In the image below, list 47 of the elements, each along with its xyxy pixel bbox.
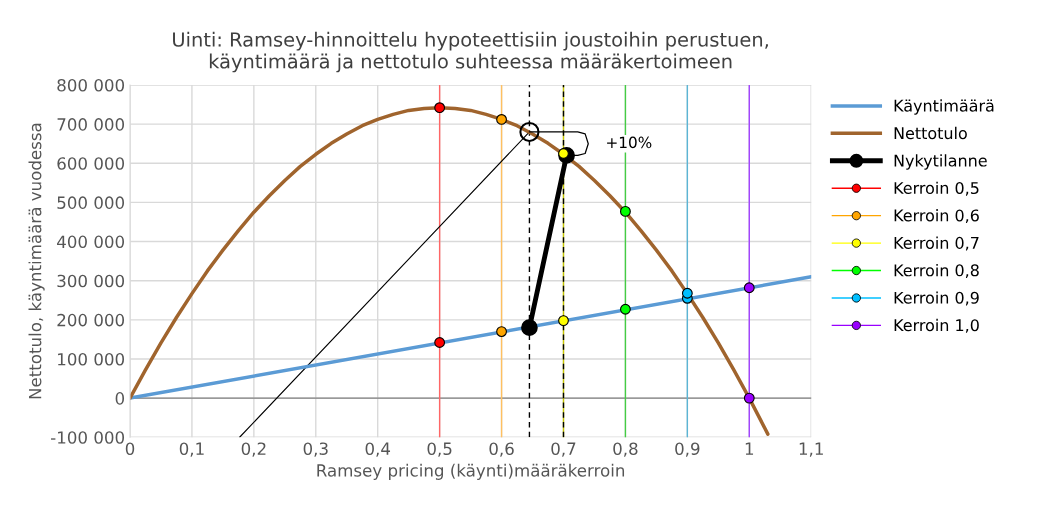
legend-label: Kerroin 0,5 [894, 181, 979, 196]
legend-label: Nykytilanne [894, 154, 987, 170]
point [620, 303, 631, 315]
legend-label: Kerroin 0,8 [894, 263, 979, 278]
point [620, 205, 631, 217]
point [743, 282, 755, 294]
y-tick-label: 300 000 [57, 274, 125, 288]
point [496, 114, 507, 125]
x-tick-label: 1,1 [799, 442, 823, 457]
point [521, 319, 538, 336]
point [558, 315, 569, 327]
y-tick-label: 700 000 [57, 118, 125, 131]
x-tick-label: 0,3 [303, 442, 328, 457]
x-tick-label: 0,7 [551, 442, 576, 457]
y-tick-label: 100 000 [58, 352, 125, 366]
x-tick-label: 1 [745, 442, 754, 455]
x-axis-title: Ramsey pricing (käynti)määräkerroin [317, 463, 625, 480]
point [434, 102, 446, 114]
x-tick-label: 0,4 [365, 442, 391, 457]
y-tick-label: 200 000 [57, 313, 125, 327]
legend-label: Käyntimäärä [894, 99, 994, 115]
x-tick-label: 0,9 [675, 442, 700, 457]
point [434, 337, 446, 348]
annotation: +10% [607, 136, 652, 149]
x-tick-label: 0,5 [427, 442, 452, 457]
x-tick-label: 0,6 [489, 442, 514, 457]
y-tick-label: 0 [115, 392, 125, 405]
y-tick-label: 600 000 [57, 157, 125, 170]
point [743, 392, 755, 404]
y-tick-label: 500 000 [57, 196, 125, 209]
y-axis-title: Nettotulo, käyntimäärä vuodessa [28, 123, 45, 399]
point [519, 121, 540, 143]
legend-label: Kerroin 1,0 [894, 318, 979, 333]
y-tick-label: 800 000 [57, 78, 125, 92]
legend-label: Kerroin 0,9 [894, 291, 979, 306]
y-tick-label: -100 000 [51, 431, 125, 444]
legend-label: Kerroin 0,6 [894, 209, 979, 224]
point [681, 287, 693, 299]
y-tick-label: 400 000 [57, 235, 125, 249]
x-tick-label: 0,8 [613, 442, 638, 457]
x-tick-label: 0,2 [241, 442, 266, 457]
chart-title: Uinti: Ramsey-hinnoittelu hypoteettisiin joustoihin perustuen, käyntimäärä ja nettotulo suhteessa määräkertoimeen [173, 31, 768, 73]
legend-label: Nettotulo [894, 126, 967, 140]
legend-label: Kerroin 0,7 [894, 236, 979, 251]
point [496, 326, 507, 337]
x-tick-label: 0 [125, 442, 135, 456]
x-tick-label: 0,1 [179, 442, 204, 457]
